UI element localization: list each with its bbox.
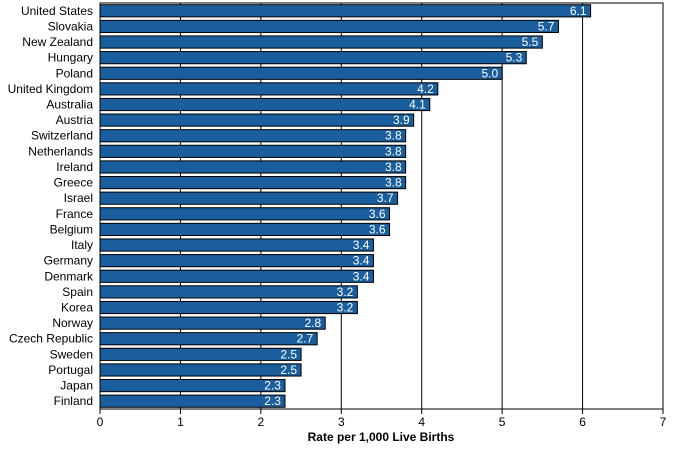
value-label: 5.3 (506, 51, 523, 65)
category-label: Greece (54, 176, 94, 190)
bar (99, 300, 358, 315)
bar (99, 113, 415, 127)
bar (99, 129, 407, 143)
bar (99, 332, 318, 346)
category-label: New Zealand (22, 35, 93, 49)
bar (99, 82, 439, 96)
value-label: 2.8 (305, 316, 322, 330)
category-label: Korea (61, 301, 93, 315)
category-label: Japan (60, 379, 93, 393)
bar (99, 394, 286, 408)
bar (99, 175, 407, 190)
bar (99, 363, 302, 377)
value-label: 3.7 (377, 191, 394, 205)
category-label: Austria (56, 113, 94, 127)
category-label: Italy (71, 238, 93, 252)
category-label: Australia (46, 98, 93, 112)
x-axis-title: Rate per 1,000 Live Births (308, 430, 455, 444)
value-label: 4.1 (409, 98, 426, 112)
bar (99, 19, 559, 34)
category-label: Ireland (56, 160, 93, 174)
x-tick-label: 1 (177, 415, 184, 429)
x-tick-label: 4 (418, 415, 425, 429)
bar (99, 222, 391, 237)
bar (99, 51, 527, 65)
category-label: United States (21, 4, 93, 18)
category-label: Hungary (48, 51, 93, 65)
category-label: Sweden (50, 347, 93, 361)
x-tick-label: 5 (499, 415, 506, 429)
plot-frame (99, 2, 664, 410)
bar (99, 160, 407, 174)
bar (99, 4, 592, 18)
value-label: 5.0 (481, 66, 498, 80)
x-tick-label: 7 (660, 415, 667, 429)
category-label: Portugal (48, 363, 93, 377)
x-tick-label: 2 (258, 415, 265, 429)
value-label: 3.2 (337, 301, 354, 315)
category-label: Germany (44, 254, 93, 268)
bar (99, 238, 374, 252)
category-label: United Kingdom (8, 82, 93, 96)
value-label: 3.8 (385, 176, 402, 190)
category-label: Israel (64, 191, 93, 205)
category-label: Spain (62, 285, 93, 299)
value-label: 3.6 (369, 207, 386, 221)
category-label: Netherlands (28, 144, 93, 158)
value-label: 5.7 (538, 19, 555, 33)
bar (99, 35, 543, 49)
value-label: 2.7 (296, 332, 313, 346)
value-label: 2.3 (264, 379, 281, 393)
axes (99, 2, 664, 414)
category-label: Poland (56, 66, 93, 80)
bars (99, 4, 592, 408)
bar (99, 207, 391, 221)
value-label: 6.1 (570, 4, 587, 18)
value-label: 3.6 (369, 222, 386, 236)
category-label: Belgium (50, 222, 93, 236)
value-label: 2.5 (280, 347, 297, 361)
value-label: 3.4 (353, 238, 370, 252)
value-label: 3.8 (385, 160, 402, 174)
x-tick-label: 6 (579, 415, 586, 429)
bar (99, 254, 374, 268)
bar (99, 285, 358, 299)
value-label: 5.5 (522, 35, 539, 49)
x-tick-label: 3 (338, 415, 345, 429)
bar (99, 347, 302, 361)
bar (99, 378, 286, 393)
bar (99, 191, 399, 205)
value-label: 3.8 (385, 129, 402, 143)
category-label: France (56, 207, 94, 221)
value-label: 2.3 (264, 394, 281, 408)
value-label: 3.8 (385, 144, 402, 158)
category-label: Czech Republic (9, 332, 93, 346)
value-label: 3.2 (337, 285, 354, 299)
bar (99, 316, 326, 330)
category-label: Norway (52, 316, 93, 330)
category-label: Switzerland (31, 129, 93, 143)
category-label: Finland (54, 394, 93, 408)
x-tick-label: 0 (97, 415, 104, 429)
value-label: 3.4 (353, 269, 370, 283)
value-label: 4.2 (417, 82, 434, 96)
category-label: Denmark (44, 269, 94, 283)
value-label: 2.5 (280, 363, 297, 377)
bar (99, 97, 431, 112)
bar (99, 269, 374, 283)
value-label: 3.4 (353, 254, 370, 268)
bar (99, 144, 407, 158)
category-label: Slovakia (48, 19, 94, 33)
value-label: 3.9 (393, 113, 410, 127)
bar (99, 66, 503, 80)
labels: 0 1 2 3 4 5 6 7 United States 6.1 Slovakia 5.7 New Z… (8, 4, 667, 429)
